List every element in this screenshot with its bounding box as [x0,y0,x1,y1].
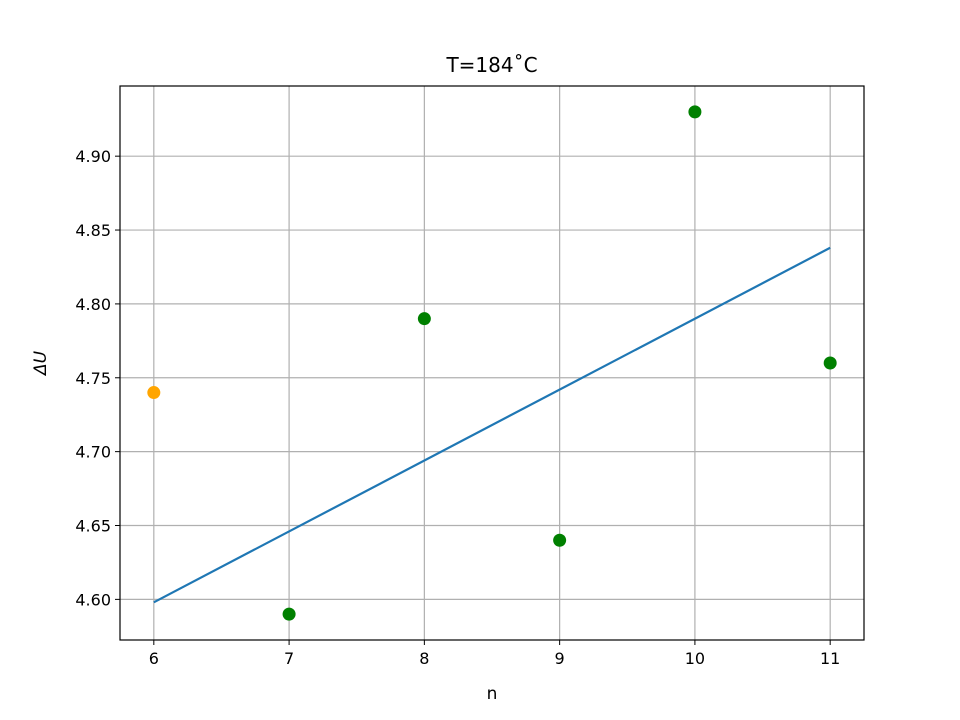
x-tick-label: 7 [284,649,294,668]
data-point [147,386,161,400]
x-tick-label: 9 [555,649,565,668]
y-tick-label: 4.80 [75,295,111,314]
axis-ticks: 6 7 8 9 10 11 4.60 4.65 4.70 4.75 4.80 4.85 4.90 [75,147,840,668]
grid-lines [120,86,864,640]
x-tick-label: 10 [685,649,705,668]
x-tick-label: 11 [820,649,840,668]
y-tick-label: 4.85 [75,221,111,240]
x-tick-label: 6 [149,649,159,668]
data-point [823,356,837,370]
y-tick-label: 4.60 [75,590,111,609]
x-axis-label: n [487,684,498,704]
chart-title: T=184˚C [445,53,537,77]
y-axis-label: ΔU [31,350,51,377]
y-tick-label: 4.90 [75,147,111,166]
data-point [688,105,702,119]
y-tick-label: 4.75 [75,369,111,388]
plot-frame [119,85,865,641]
y-tick-label: 4.70 [75,443,111,462]
x-tick-label: 8 [419,649,429,668]
data-series [147,105,837,621]
data-point [417,312,431,326]
y-tick-label: 4.65 [75,517,111,536]
data-point [282,607,296,621]
data-point [553,533,567,547]
fit-line [153,246,831,604]
